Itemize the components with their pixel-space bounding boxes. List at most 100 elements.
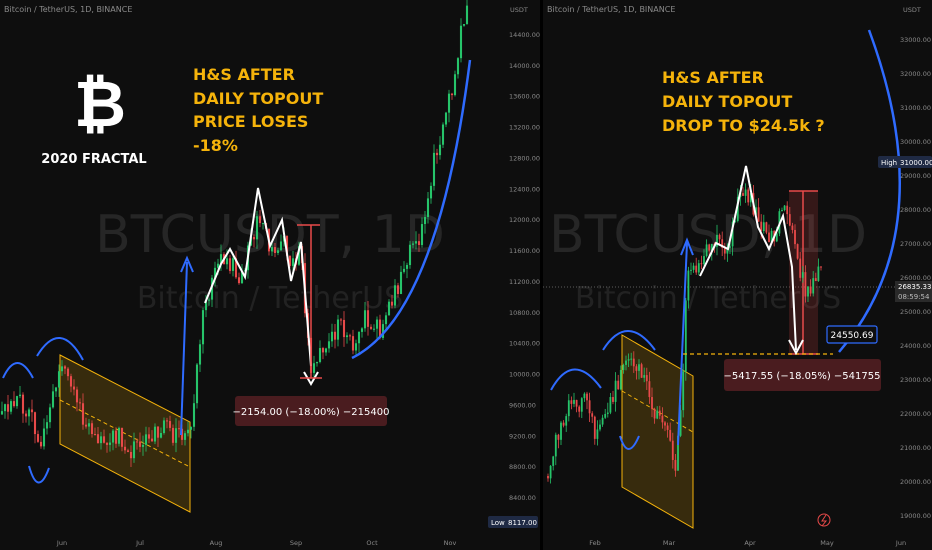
left-fractal-label: 2020 FRACTAL xyxy=(41,152,146,167)
price-tick-label: 29000.00 xyxy=(900,172,931,180)
candle-body xyxy=(744,189,747,196)
price-tick-label: 31000.00 xyxy=(900,104,931,112)
candle-body xyxy=(552,456,555,466)
candle-body xyxy=(708,244,711,251)
candle-body xyxy=(177,428,181,430)
candle-body xyxy=(87,423,91,427)
candle-body xyxy=(93,434,97,436)
candle-body xyxy=(635,366,638,371)
right-measure-box xyxy=(724,359,881,391)
candle-body xyxy=(297,246,301,265)
candle-body xyxy=(285,236,289,256)
right-head-shoulders-line xyxy=(699,165,797,351)
candle-body xyxy=(387,301,391,316)
candle-body xyxy=(703,256,705,265)
candle-body xyxy=(186,429,190,434)
right-time-axis[interactable]: Feb Mar Apr May Jun xyxy=(589,539,906,547)
candle-body xyxy=(84,424,88,427)
candle-body xyxy=(414,241,418,244)
time-tick-label: Jun xyxy=(56,539,67,547)
candle-body xyxy=(588,400,591,414)
candle-body xyxy=(231,258,235,271)
right-current-price: 26835.33 xyxy=(898,283,931,291)
left-arrow-head xyxy=(180,255,194,273)
candle-body xyxy=(653,408,656,419)
left-big-arc xyxy=(351,59,472,360)
candle-body xyxy=(90,423,94,435)
candle-body xyxy=(147,434,151,439)
candle-body xyxy=(705,244,708,257)
candle-body xyxy=(162,420,166,434)
candle-body xyxy=(700,263,703,265)
candle-body xyxy=(138,441,142,447)
candle-body xyxy=(354,343,358,351)
left-arc-3 xyxy=(28,465,50,484)
right-target-price: 24550.69 xyxy=(831,331,874,341)
candle-body xyxy=(150,438,154,442)
left-chart-panel[interactable]: BTCUSDT, 1D Bitcoin / TetherUS Bitcoin /… xyxy=(0,0,540,550)
candle-body xyxy=(429,185,433,199)
lightning-icon[interactable] xyxy=(817,513,831,527)
candle-body xyxy=(342,319,346,338)
right-measure-label: −5417.55 (−18.05%) −541755 xyxy=(724,371,881,382)
candle-body xyxy=(423,217,427,225)
candle-body xyxy=(117,427,121,444)
candle-body xyxy=(716,234,718,247)
candle-body xyxy=(99,436,103,444)
candle-body xyxy=(547,475,549,479)
candle-body xyxy=(108,442,112,445)
candle-body xyxy=(270,247,274,252)
candle-body xyxy=(237,277,241,284)
candle-body xyxy=(632,358,635,367)
candle-body xyxy=(760,221,763,232)
left-time-axis[interactable]: Jun Jul Aug Sep Oct Nov xyxy=(56,539,457,547)
candle-body xyxy=(755,207,757,215)
candle-body xyxy=(255,216,259,240)
price-tick-label: 9200.00 xyxy=(509,432,536,440)
right-price-axis[interactable]: 19000.00 20000.00 21000.00 22000.00 23000.00… xyxy=(900,36,931,520)
candle-body xyxy=(321,348,325,353)
candle-body xyxy=(661,415,664,423)
candle-body xyxy=(575,399,578,407)
candle-body xyxy=(165,420,169,422)
candle-body xyxy=(72,386,76,390)
left-arc-2 xyxy=(36,337,84,361)
panel-divider[interactable] xyxy=(540,0,543,550)
price-tick-label: 25000.00 xyxy=(900,308,931,316)
candle-body xyxy=(159,433,163,438)
candle-body xyxy=(450,93,454,96)
candle-body xyxy=(565,416,568,426)
candle-body xyxy=(105,442,109,445)
candle-body xyxy=(351,336,355,351)
candle-body xyxy=(204,300,208,311)
left-annotation-line3: PRICE LOSES xyxy=(193,112,308,131)
candle-body xyxy=(578,406,581,412)
price-tick-label: 21000.00 xyxy=(900,444,931,452)
candle-body xyxy=(601,417,604,425)
candle-body xyxy=(210,277,214,300)
candle-body xyxy=(656,410,659,419)
candle-body xyxy=(674,459,677,471)
left-price-axis[interactable]: 8400.00 8800.00 9200.00 9600.00 10000.00 1040… xyxy=(509,31,540,502)
candle-body xyxy=(174,428,178,443)
left-low-tag xyxy=(488,516,538,528)
right-chart-panel[interactable]: BTCUSD, 1D Bitcoin / TetherUS Bitcoin / … xyxy=(543,0,932,550)
candle-body xyxy=(669,429,672,441)
price-tick-label: 33000.00 xyxy=(900,36,931,44)
right-countdown: 08:59:54 xyxy=(898,293,930,301)
candle-body xyxy=(213,267,217,278)
candle-body xyxy=(465,5,469,25)
price-tick-label: 12000.00 xyxy=(509,216,540,224)
price-tick-label: 11200.00 xyxy=(509,278,540,286)
candle-body xyxy=(710,244,713,251)
candle-body xyxy=(438,144,442,156)
candle-body xyxy=(378,319,382,338)
candle-body xyxy=(288,255,292,266)
candle-body xyxy=(126,450,130,452)
candle-body xyxy=(640,364,643,378)
candle-body xyxy=(258,216,262,224)
candle-body xyxy=(129,451,133,459)
candle-body xyxy=(384,315,388,325)
candle-body xyxy=(81,403,85,425)
price-tick-label: 9600.00 xyxy=(509,401,536,409)
